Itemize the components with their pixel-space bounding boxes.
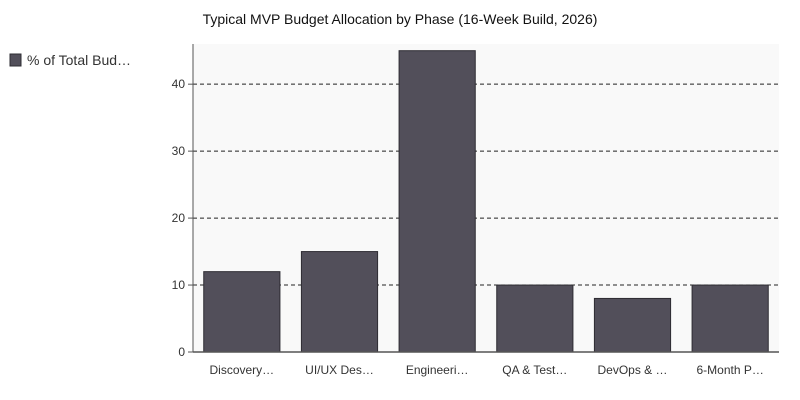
legend-label: % of Total Bud… (27, 52, 131, 68)
bar (398, 50, 476, 353)
x-tick-label: Engineeri… (406, 363, 469, 377)
x-tick-labels: Discovery… UI/UX Des… Engineeri… QA & Test…… (209, 363, 763, 377)
y-tick-label: 40 (172, 77, 186, 91)
x-tick-label: Discovery… (209, 363, 274, 377)
bar (691, 284, 769, 353)
bar (593, 297, 672, 353)
x-tick-label: QA & Test… (502, 363, 567, 377)
chart-title: Typical MVP Budget Allocation by Phase (… (203, 11, 598, 27)
bar (496, 284, 574, 353)
x-tick-label: 6-Month P… (696, 363, 763, 377)
x-tick-label: UI/UX Des… (305, 363, 374, 377)
y-tick-labels: 0 10 20 30 40 (172, 77, 193, 359)
legend: % of Total Bud… (9, 52, 131, 68)
y-tick-label: 0 (178, 345, 185, 359)
bars (203, 50, 769, 353)
bar (300, 251, 379, 353)
y-tick-label: 10 (172, 278, 186, 292)
y-tick-label: 20 (172, 211, 186, 225)
axes (192, 44, 779, 353)
x-tick-label: DevOps & … (597, 363, 667, 377)
legend-swatch (9, 53, 22, 67)
y-tick-label: 30 (172, 144, 186, 158)
plot-area (193, 44, 779, 352)
bar (203, 271, 281, 353)
